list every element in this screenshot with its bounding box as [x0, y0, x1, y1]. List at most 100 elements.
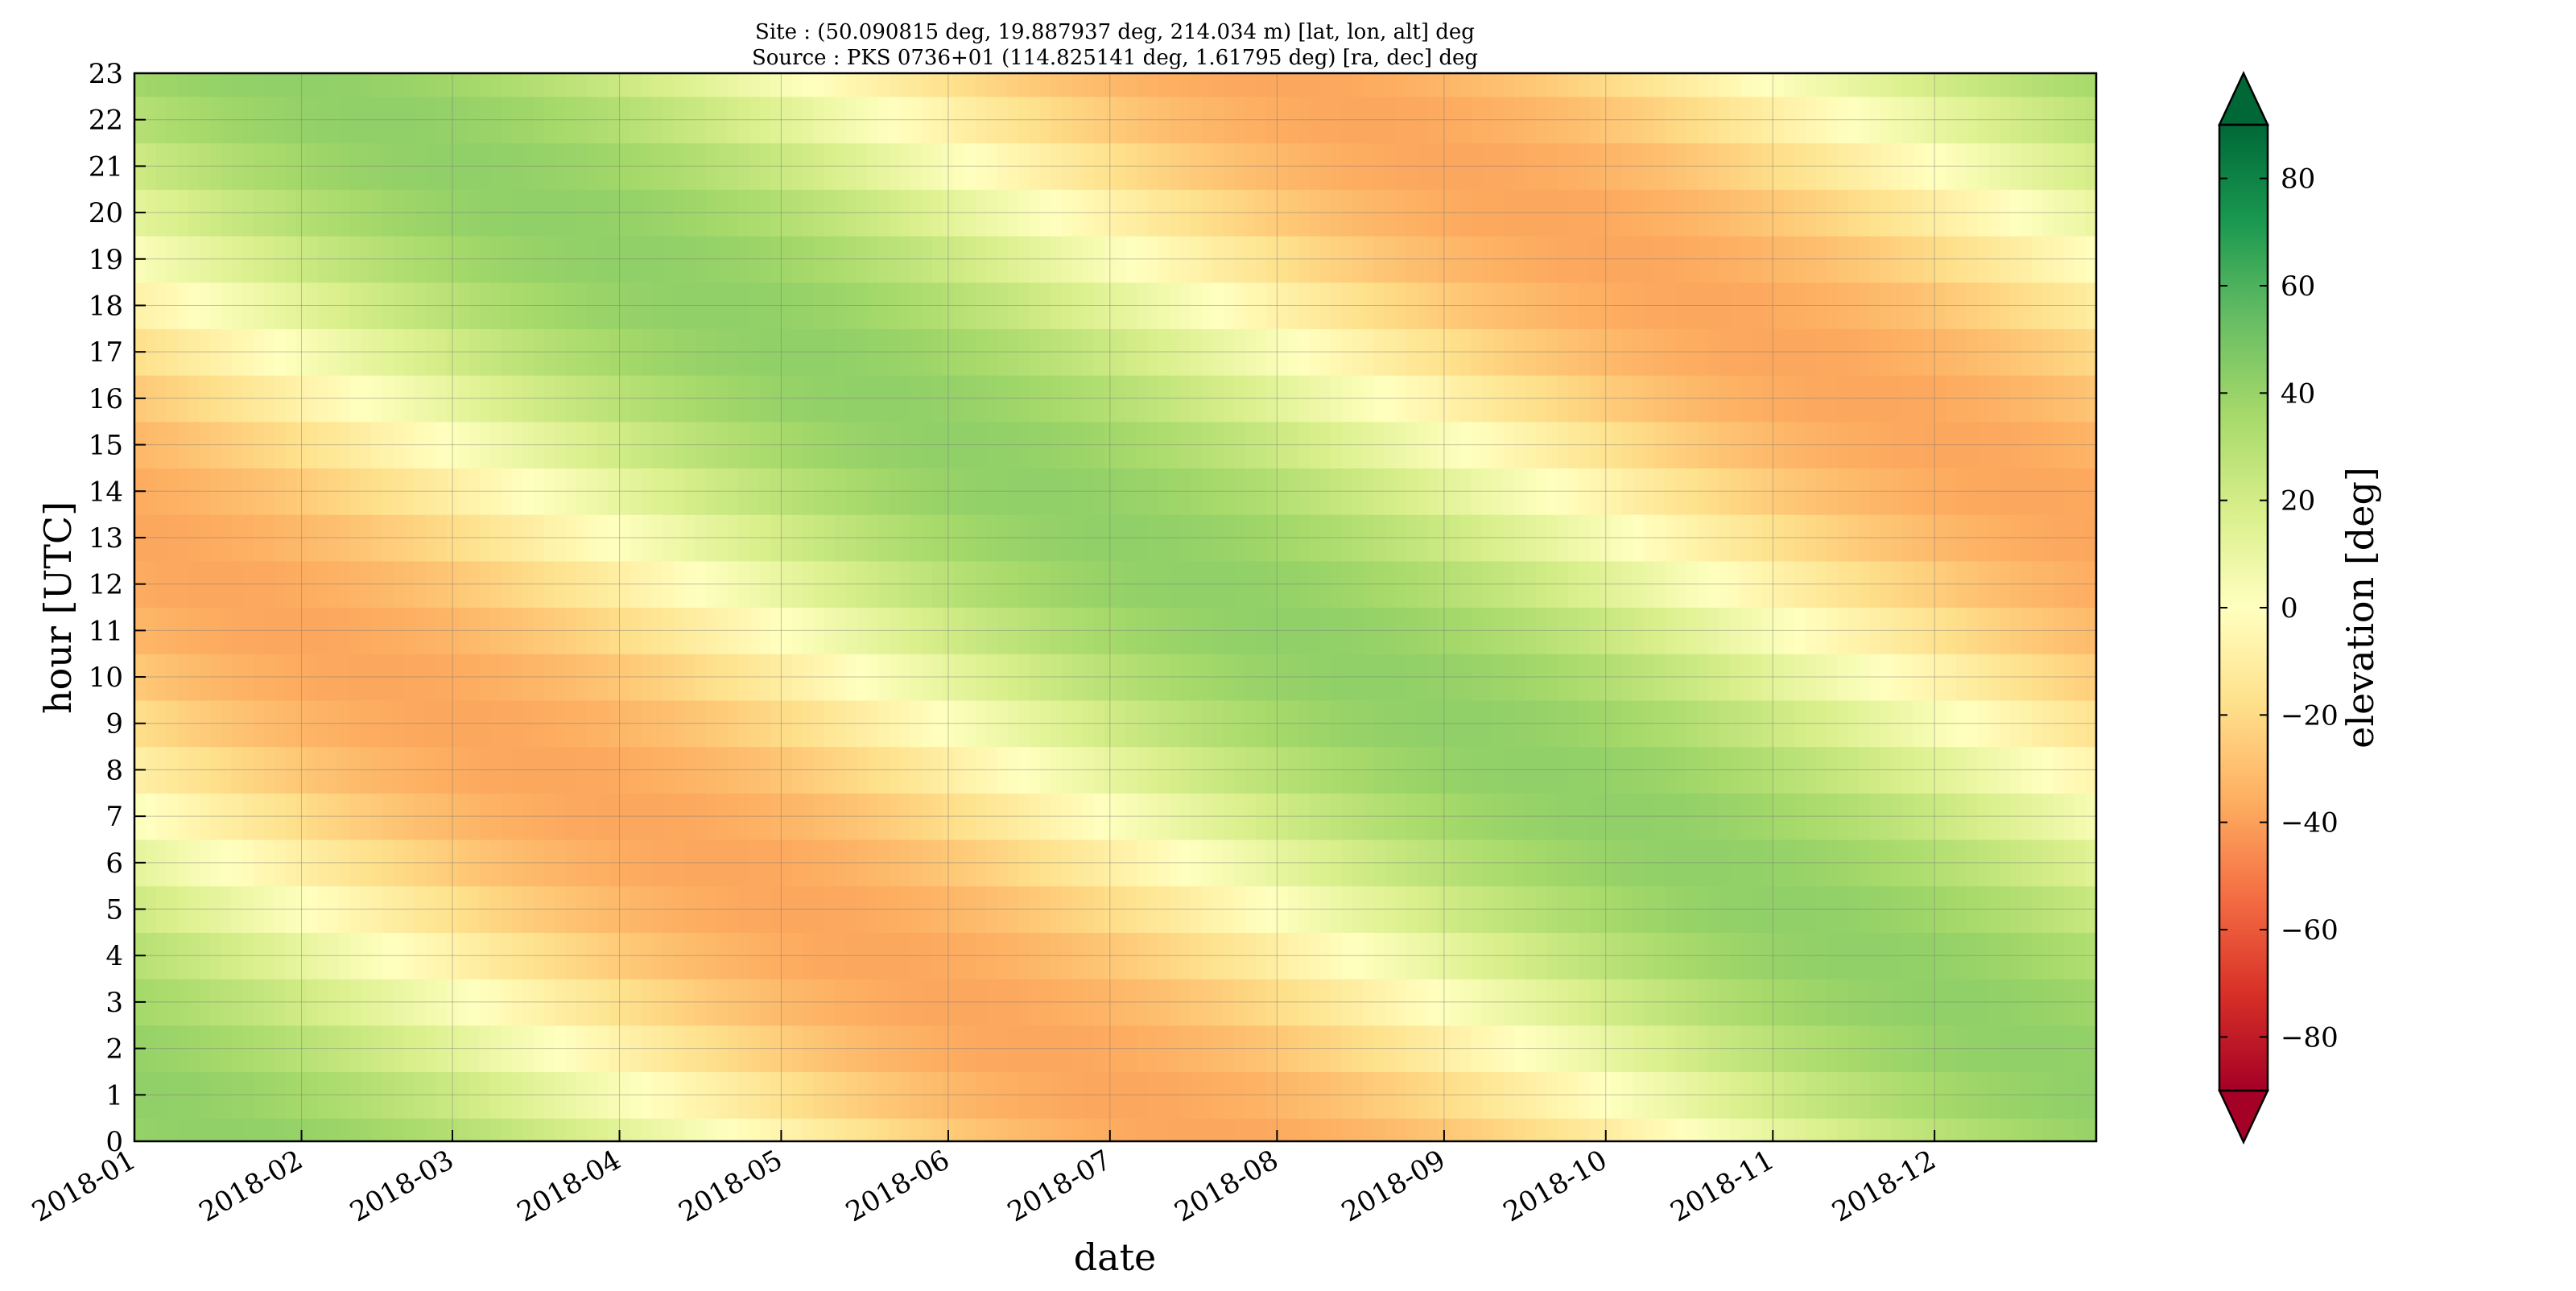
- heatmap-cell: [781, 468, 793, 515]
- heatmap-cell: [1309, 421, 1321, 469]
- heatmap-cell: [705, 1071, 717, 1119]
- heatmap-cell: [1794, 1118, 1806, 1142]
- heatmap-cell: [1061, 189, 1073, 237]
- heatmap-cell: [737, 142, 749, 190]
- heatmap-cell: [1007, 1118, 1019, 1142]
- heatmap-cell: [317, 282, 329, 329]
- heatmap-cell: [231, 189, 243, 237]
- heatmap-cell: [1773, 1118, 1785, 1142]
- heatmap-cell: [576, 421, 588, 469]
- heatmap-cell: [749, 328, 761, 376]
- heatmap-cell: [619, 328, 631, 376]
- heatmap-cell: [824, 328, 836, 376]
- heatmap-cell: [749, 375, 761, 423]
- y-tick-label: 16: [89, 383, 123, 415]
- heatmap-cell: [457, 839, 469, 887]
- heatmap-cell: [1309, 142, 1321, 190]
- heatmap-cell: [565, 375, 577, 423]
- heatmap-cell: [781, 607, 793, 654]
- heatmap-cell: [1061, 1118, 1073, 1142]
- heatmap-cell: [371, 885, 383, 933]
- heatmap-cell: [727, 189, 739, 237]
- heatmap-cell: [641, 514, 653, 562]
- heatmap-cell: [597, 282, 609, 329]
- heatmap-cell: [997, 73, 1009, 97]
- heatmap-cell: [1093, 607, 1105, 654]
- heatmap-cell: [263, 514, 275, 562]
- heatmap-cell: [371, 375, 383, 423]
- heatmap-cell: [263, 699, 275, 748]
- heatmap-cell: [985, 189, 997, 237]
- heatmap-cell: [403, 375, 415, 423]
- heatmap-cell: [1179, 746, 1191, 794]
- heatmap-cell: [663, 932, 675, 980]
- heatmap-cell: [1287, 514, 1299, 562]
- heatmap-cell: [587, 189, 599, 237]
- heatmap-cell: [619, 468, 631, 515]
- heatmap-cell: [167, 282, 179, 329]
- heatmap-cell: [576, 654, 588, 701]
- heatmap-cell: [253, 328, 265, 376]
- heatmap-cell: [209, 421, 221, 469]
- heatmap-cell: [953, 979, 965, 1026]
- heatmap-cell: [1039, 189, 1051, 237]
- heatmap-cell: [457, 1071, 469, 1119]
- heatmap-cell: [209, 1025, 221, 1073]
- heatmap-cell: [393, 699, 405, 748]
- heatmap-cell: [737, 746, 749, 794]
- heatmap-cell: [1761, 1118, 1773, 1142]
- heatmap-cell: [1212, 282, 1224, 329]
- heatmap-cell: [155, 1118, 167, 1142]
- heatmap-cell: [609, 142, 621, 190]
- heatmap-cell: [803, 560, 815, 608]
- heatmap-cell: [1137, 793, 1149, 840]
- heatmap-cell: [1061, 839, 1073, 887]
- heatmap-cell: [382, 839, 394, 887]
- x-tick-label: 2018-06: [840, 1144, 955, 1228]
- heatmap-cell: [543, 607, 555, 654]
- heatmap-cell: [1169, 607, 1181, 654]
- heatmap-cell: [630, 235, 642, 283]
- heatmap-cell: [899, 885, 911, 933]
- heatmap-cell: [469, 235, 481, 283]
- heatmap-cell: [1029, 560, 1041, 608]
- heatmap-cell: [695, 468, 707, 515]
- heatmap-cell: [716, 839, 729, 887]
- heatmap-cell: [1158, 514, 1170, 562]
- heatmap-cell: [781, 932, 793, 980]
- heatmap-cell: [889, 468, 901, 515]
- heatmap-cell: [673, 1025, 685, 1073]
- heatmap-cell: [1341, 468, 1353, 515]
- heatmap-cell: [921, 932, 933, 980]
- x-tick-label: 2018-03: [345, 1144, 459, 1228]
- heatmap-cell: [415, 189, 427, 237]
- heatmap-cell: [1212, 235, 1224, 283]
- heatmap-cell: [910, 73, 923, 97]
- heatmap-cell: [953, 189, 965, 237]
- heatmap-cell: [511, 96, 523, 144]
- heatmap-cell: [263, 282, 275, 329]
- heatmap-cell: [931, 468, 943, 515]
- heatmap-cell: [953, 375, 965, 423]
- heatmap-cell: [997, 96, 1009, 144]
- heatmap-cell: [1191, 1071, 1203, 1119]
- heatmap-cell: [716, 282, 729, 329]
- heatmap-cell: [975, 73, 987, 97]
- heatmap-cell: [630, 328, 642, 376]
- heatmap-cell: [663, 654, 675, 701]
- heatmap-cell: [1223, 282, 1235, 329]
- heatmap-cell: [263, 328, 275, 376]
- heatmap-cell: [931, 1071, 943, 1119]
- colorbar-tick-label: 40: [2281, 377, 2315, 410]
- heatmap-cell: [361, 839, 373, 887]
- heatmap-cell: [349, 560, 361, 608]
- heatmap-cell: [803, 189, 815, 237]
- heatmap-cell: [597, 885, 609, 933]
- heatmap-cell: [403, 654, 415, 701]
- heatmap-cell: [479, 514, 491, 562]
- heatmap-cell: [609, 607, 621, 654]
- heatmap-cell: [1567, 73, 1579, 97]
- heatmap-cell: [371, 979, 383, 1026]
- heatmap-cell: [609, 73, 621, 97]
- heatmap-cell: [533, 328, 545, 376]
